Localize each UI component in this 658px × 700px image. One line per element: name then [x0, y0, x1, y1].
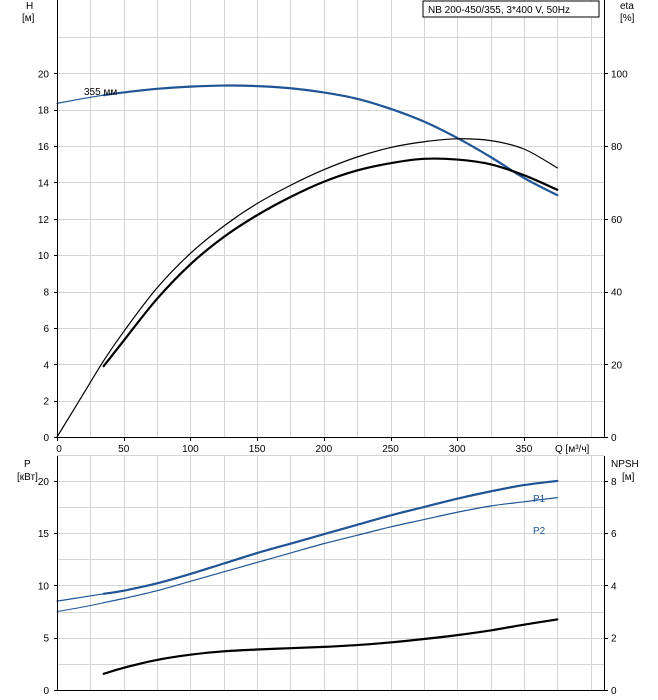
y-tick-label: 14 [38, 178, 50, 189]
title-text: NB 200-450/355, 3*400 V, 50Hz [428, 5, 570, 16]
y-tick-label: 8 [43, 288, 49, 299]
series-line-P2 [103, 497, 558, 604]
x-tick-label: 0 [56, 444, 62, 455]
p2-label: P2 [533, 526, 546, 537]
bottom-right-axis-title: NPSH [611, 459, 639, 470]
x-tick-label: 50 [118, 444, 130, 455]
y2-tick-label: 40 [611, 288, 623, 299]
x-tick-label: 350 [516, 444, 533, 455]
p1-label: P1 [533, 494, 546, 505]
x-tick-label: 150 [249, 444, 266, 455]
x-tick-label: 300 [449, 444, 466, 455]
title-box [422, 0, 600, 18]
y2-tick-label: 4 [611, 581, 617, 592]
series-line-NPSH [102, 618, 559, 675]
series-line-head-355 [102, 84, 559, 197]
y-tick-label: 2 [43, 397, 49, 408]
y-tick-label: 20 [38, 477, 50, 488]
bottom-left-axis-title: P [24, 459, 31, 470]
series-line-P2-thin [56, 602, 105, 613]
bottom-left-axis-unit: [кВт] [17, 472, 38, 483]
top-chart-series [56, 84, 559, 438]
y2-tick-label: 80 [611, 142, 623, 153]
series-line-head-thin [56, 94, 105, 104]
y-tick-label: 5 [43, 634, 49, 645]
y2-tick-label: 8 [611, 477, 617, 488]
y-tick-label: 0 [43, 433, 49, 444]
impeller-diameter-label: 355 мм [84, 87, 117, 98]
axes [54, 0, 608, 691]
y2-tick-label: 6 [611, 529, 617, 540]
y-tick-label: 4 [43, 360, 49, 371]
y-tick-label: 18 [38, 106, 50, 117]
y-tick-label: 6 [43, 324, 49, 335]
series-line-eta-thick [102, 157, 559, 368]
y2-tick-label: 0 [611, 686, 617, 697]
y2-tick-label: 60 [611, 215, 623, 226]
series-line-P1 [102, 479, 559, 595]
x-axis-label: Q [м³/ч] [555, 444, 590, 455]
top-left-axis-title: H [26, 1, 33, 12]
y2-tick-label: 2 [611, 634, 617, 645]
bottom-chart-series [56, 479, 559, 675]
y-tick-label: 0 [43, 686, 49, 697]
bottom-right-axis-unit: [м] [622, 472, 635, 483]
series-line-P1-thin [56, 593, 105, 602]
top-right-axis-unit: [%] [620, 13, 635, 24]
top-chart-grid [57, 0, 604, 438]
y-tick-label: 15 [38, 529, 50, 540]
y-tick-label: 10 [38, 251, 50, 262]
top-right-axis-title: eta [620, 1, 634, 12]
y-tick-label: 10 [38, 581, 50, 592]
top-left-axis-unit: [м] [22, 13, 35, 24]
y2-tick-label: 0 [611, 433, 617, 444]
y-tick-label: 12 [38, 215, 50, 226]
y-tick-label: 16 [38, 142, 50, 153]
x-tick-label: 200 [315, 444, 332, 455]
x-tick-label: 100 [182, 444, 199, 455]
bottom-chart-grid [57, 455, 604, 691]
y2-tick-label: 20 [611, 360, 623, 371]
x-tick-label: 250 [382, 444, 399, 455]
y-tick-label: 20 [38, 69, 50, 80]
y2-tick-label: 100 [611, 69, 628, 80]
series-line-eta-thin [56, 138, 558, 438]
